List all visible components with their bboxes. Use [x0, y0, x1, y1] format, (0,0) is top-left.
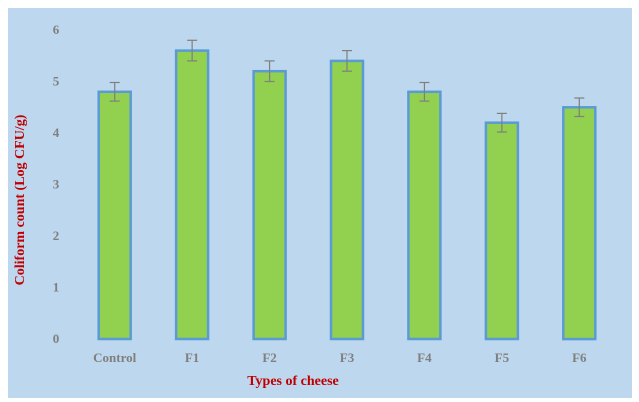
error-bar-f2 — [264, 60, 275, 83]
bar-control — [97, 90, 132, 341]
error-bar-f4 — [419, 81, 430, 102]
y-tick-label: 1 — [53, 280, 60, 295]
y-axis-ticks: 0 1 2 3 4 5 6 — [53, 22, 60, 346]
x-tick-label: Control — [93, 350, 136, 365]
x-tick-label: F3 — [340, 350, 355, 365]
error-bar-f6 — [574, 97, 585, 118]
bar-f1 — [174, 49, 210, 341]
x-tick-label: F2 — [262, 350, 276, 365]
x-tick-label: F5 — [495, 350, 510, 365]
y-tick-label: 3 — [53, 177, 60, 192]
bar-f2 — [252, 69, 287, 341]
error-bar-control — [109, 81, 120, 102]
bar-f6 — [562, 106, 597, 341]
y-tick-label: 4 — [53, 125, 60, 140]
y-tick-label: 6 — [53, 22, 60, 37]
x-tick-label: F4 — [417, 350, 432, 365]
y-axis-title: Coliform count (Log CFU/g) — [13, 114, 28, 285]
error-bars-layer — [109, 39, 585, 133]
bar-f4 — [407, 90, 442, 341]
x-tick-label: F1 — [185, 350, 199, 365]
y-tick-label: 5 — [53, 74, 60, 89]
x-axis-ticks: Control F1 F2 F3 F4 F5 F6 — [93, 350, 587, 365]
error-bar-f5 — [496, 112, 507, 133]
x-tick-label: F6 — [572, 350, 587, 365]
error-bar-f1 — [187, 39, 198, 62]
y-tick-label: 0 — [53, 331, 60, 346]
bars-layer — [97, 49, 597, 341]
bar-f5 — [484, 121, 520, 341]
error-bar-f3 — [342, 49, 352, 72]
bar-f3 — [329, 59, 365, 341]
y-tick-label: 2 — [53, 228, 60, 243]
x-axis-title: Types of cheese — [247, 374, 339, 389]
